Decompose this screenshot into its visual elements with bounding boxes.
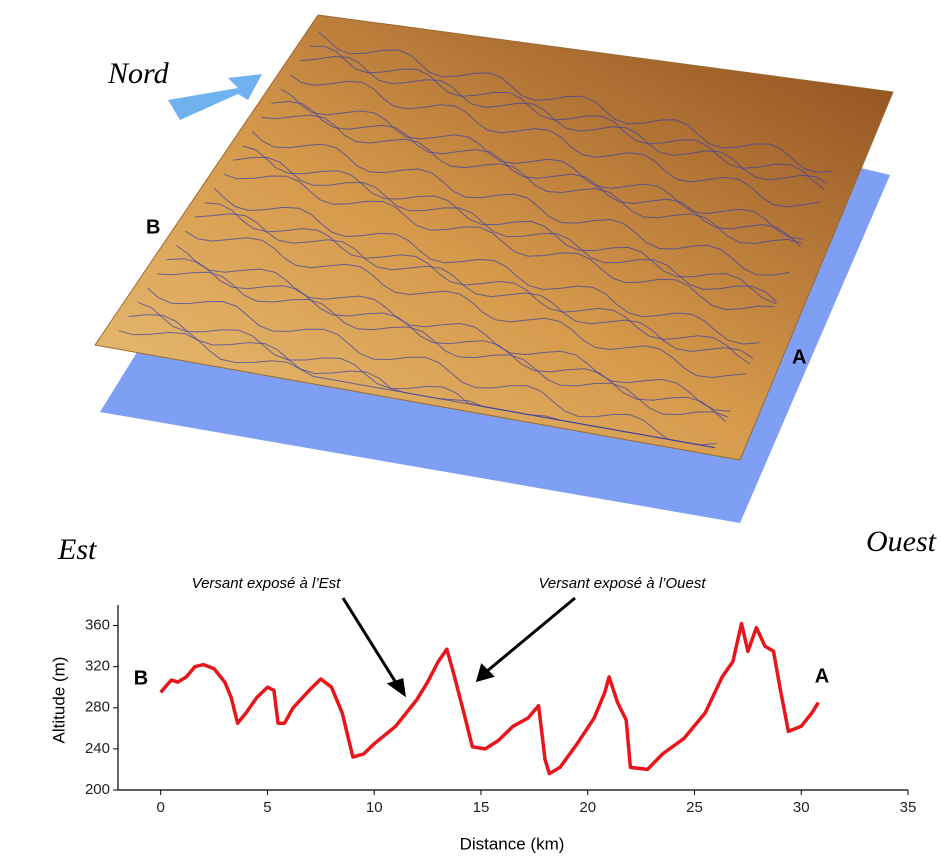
river bbox=[252, 131, 790, 276]
river bbox=[271, 100, 801, 247]
point-b-label: B bbox=[146, 216, 160, 238]
x-tick-label: 0 bbox=[157, 799, 165, 816]
start-label: B bbox=[134, 667, 148, 689]
arrowhead bbox=[386, 678, 406, 698]
y-tick-label: 360 bbox=[85, 617, 110, 634]
y-tick-label: 320 bbox=[85, 658, 110, 675]
y-tick-label: 200 bbox=[85, 781, 110, 798]
line-series bbox=[159, 621, 820, 776]
drainage bbox=[118, 31, 833, 449]
river bbox=[261, 114, 803, 245]
river bbox=[166, 258, 727, 422]
y-axis-label: Altitude (m) bbox=[49, 657, 68, 744]
east-label: Est bbox=[57, 533, 97, 566]
x-tick-label: 5 bbox=[263, 799, 271, 816]
annotation: Versant exposé à l’Est bbox=[192, 575, 342, 592]
river bbox=[175, 244, 731, 412]
arrow bbox=[341, 597, 400, 687]
river bbox=[290, 74, 820, 208]
river bbox=[185, 230, 747, 379]
x-tick-label: 10 bbox=[366, 799, 383, 816]
north-label: Nord bbox=[107, 57, 170, 90]
terrain bbox=[94, 14, 894, 461]
x-tick-label: 25 bbox=[686, 799, 703, 816]
west-label: Ouest bbox=[866, 525, 937, 558]
x-tick-label: 30 bbox=[793, 799, 810, 816]
x-tick-label: 20 bbox=[579, 799, 596, 816]
river bbox=[233, 156, 778, 303]
annotation: Versant exposé à l’Ouest bbox=[538, 575, 706, 592]
annotation-arrows bbox=[341, 596, 576, 698]
river bbox=[318, 31, 833, 173]
river bbox=[242, 145, 777, 305]
x-tick-label: 35 bbox=[900, 799, 917, 816]
river bbox=[213, 188, 760, 345]
river bbox=[137, 301, 715, 449]
x-axis-label: Distance (km) bbox=[460, 834, 565, 853]
north-arrow bbox=[168, 74, 262, 120]
river bbox=[280, 88, 804, 240]
river bbox=[147, 287, 717, 446]
x-tick-label: 15 bbox=[473, 799, 490, 816]
arrow bbox=[485, 596, 576, 674]
river bbox=[204, 202, 751, 365]
arrowhead bbox=[475, 663, 495, 683]
point-a-label: A bbox=[792, 346, 806, 368]
river bbox=[195, 213, 754, 359]
river bbox=[223, 173, 775, 311]
river bbox=[299, 56, 828, 184]
river bbox=[157, 271, 728, 418]
river bbox=[309, 45, 826, 190]
y-tick-label: 240 bbox=[85, 740, 110, 757]
y-tick-label: 280 bbox=[85, 699, 110, 716]
end-label: A bbox=[815, 665, 829, 687]
